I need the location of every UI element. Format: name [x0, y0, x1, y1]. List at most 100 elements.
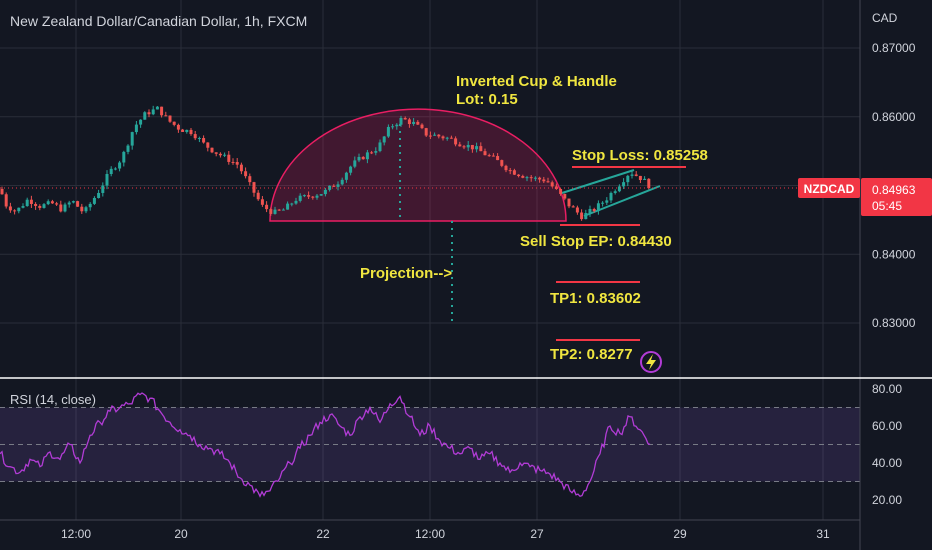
candle: [609, 191, 613, 203]
candle: [416, 120, 420, 125]
lightning-icon[interactable]: [640, 351, 662, 373]
candle: [344, 171, 348, 183]
candle: [475, 142, 479, 153]
time-axis-labels[interactable]: 12:00 20 22 12:00 27 29 31: [61, 527, 830, 541]
price-tick-label: 0.87000: [872, 41, 916, 55]
candle: [601, 201, 605, 207]
candle: [231, 158, 235, 165]
candle: [139, 119, 143, 128]
candle: [76, 200, 80, 207]
candle: [168, 115, 172, 123]
candle: [382, 135, 386, 146]
candle: [281, 208, 285, 211]
candle: [13, 209, 17, 215]
handle-channel-lower[interactable]: [583, 185, 661, 217]
candle: [302, 194, 306, 198]
candle: [332, 184, 336, 188]
currency-label: CAD: [872, 11, 898, 25]
candle: [525, 175, 529, 182]
candle: [63, 202, 67, 213]
candle: [265, 201, 269, 213]
candle: [176, 123, 180, 133]
candle: [252, 181, 256, 197]
tp2-label: TP2: 0.8277: [550, 346, 633, 363]
candle: [46, 199, 50, 206]
candlestick-series: [0, 105, 651, 221]
rsi-tick-label: 60.00: [872, 419, 902, 433]
projection-label: Projection-->: [360, 265, 452, 282]
candle: [533, 176, 537, 182]
candle: [113, 167, 117, 171]
candle: [386, 124, 390, 138]
rsi-tick-label: 80.00: [872, 382, 902, 396]
rsi-axis-labels[interactable]: 80.00 60.00 40.00 20.00: [872, 382, 902, 507]
candle: [462, 145, 466, 150]
handle-channel-upper[interactable]: [561, 169, 635, 194]
stop-loss-label: Stop Loss: 0.85258: [572, 147, 708, 164]
candle: [172, 121, 176, 127]
tp1-label: TP1: 0.83602: [550, 290, 641, 307]
inverted-cup-shape[interactable]: [269, 108, 567, 222]
candle: [357, 153, 361, 163]
candle: [160, 106, 164, 118]
candle: [42, 202, 46, 209]
candle: [500, 159, 504, 168]
candle: [424, 127, 428, 138]
time-tick-label: 20: [174, 527, 188, 541]
candle: [647, 178, 651, 190]
candle: [248, 173, 252, 186]
candle: [260, 196, 264, 207]
candle: [391, 123, 395, 130]
candle: [340, 177, 344, 186]
candle: [605, 197, 609, 206]
candle: [491, 153, 495, 157]
candle: [353, 156, 357, 169]
candle: [466, 141, 470, 151]
candle: [580, 209, 584, 221]
candle: [512, 168, 516, 176]
candle: [134, 120, 138, 135]
time-tick-label: 12:00: [415, 527, 445, 541]
candle: [67, 200, 71, 208]
candle: [487, 153, 491, 157]
candle: [370, 150, 374, 155]
candle: [542, 176, 546, 184]
candle: [584, 209, 588, 220]
candle: [559, 188, 563, 196]
candle: [365, 149, 369, 164]
candle: [0, 186, 4, 195]
candle: [21, 203, 25, 209]
last-price-tag[interactable]: 0.84963 05:45: [861, 178, 932, 216]
price-grid: [0, 0, 860, 520]
candle: [437, 134, 441, 139]
pattern-label: Inverted Cup & Handle: [456, 73, 617, 90]
candle: [84, 205, 88, 214]
symbol-tag[interactable]: NZDCAD: [798, 178, 860, 198]
candle: [239, 162, 243, 175]
candle: [449, 135, 453, 139]
candle: [101, 182, 105, 197]
candle: [256, 190, 260, 201]
candle: [273, 206, 277, 215]
candle: [567, 198, 571, 209]
candle: [164, 111, 168, 117]
candle: [130, 131, 134, 150]
candle: [617, 184, 621, 193]
symbol-tag-text: NZDCAD: [804, 182, 855, 196]
candle: [122, 150, 126, 167]
candle: [277, 208, 281, 211]
candle: [59, 200, 63, 213]
candle: [323, 187, 327, 197]
candle: [38, 204, 42, 211]
candle: [592, 207, 596, 213]
candle: [349, 165, 353, 176]
candle: [214, 152, 218, 157]
candle: [496, 153, 500, 161]
candle: [25, 197, 29, 207]
candle: [412, 118, 416, 126]
candle: [374, 147, 378, 156]
candle: [630, 171, 634, 179]
time-tick-label: 22: [316, 527, 330, 541]
candle: [185, 129, 189, 134]
rsi-band-fill: [0, 407, 860, 482]
